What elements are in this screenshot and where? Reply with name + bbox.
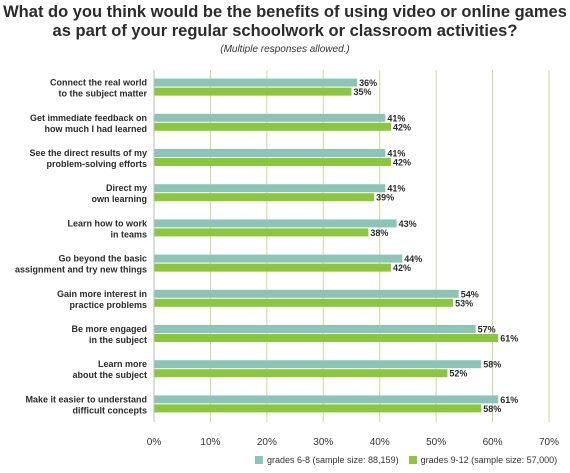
data-label: 52% (449, 369, 467, 379)
bar (154, 184, 386, 193)
data-label: 57% (478, 325, 496, 335)
category-label: Be more engaged in the subject (71, 324, 147, 345)
category-label-line: how much I had learned (44, 124, 147, 134)
chart-title: What do you think would be the benefits … (3, 3, 567, 40)
bar (154, 87, 352, 96)
data-label: 54% (461, 289, 479, 299)
bar (154, 369, 448, 378)
category-label-line: Get immediate feedback on (30, 113, 147, 123)
category-label: Get immediate feedback on how much I had … (30, 113, 147, 134)
category-label: Direct my own learning (91, 183, 147, 204)
legend-label-grades-9-12: grades 9-12 (sample size: 57,000) (420, 455, 558, 465)
data-label: 41% (387, 113, 405, 123)
data-label: 58% (483, 404, 501, 414)
category-label-line: Make it easier to understand (25, 394, 147, 404)
category-label-line: about the subject (72, 370, 147, 380)
category-label: Learn more about the subject (72, 359, 147, 380)
data-label: 61% (500, 334, 518, 344)
legend-label-grades-6-8: grades 6-8 (sample size: 88,159) (267, 455, 399, 465)
bar (154, 325, 476, 333)
x-tick-label: 60% (483, 437, 503, 448)
bar (154, 360, 482, 369)
chart-subtitle: (Multiple responses allowed.) (220, 44, 350, 55)
bar (154, 158, 391, 166)
bar (154, 228, 369, 237)
data-label: 41% (387, 149, 405, 159)
legend-item-grades-6-8: grades 6-8 (sample size: 88,159) (255, 455, 399, 465)
category-label: Connect the real world to the subject mat… (50, 78, 148, 99)
x-tick-label: 50% (426, 437, 446, 448)
bar (154, 193, 375, 202)
data-label: 42% (393, 122, 411, 132)
data-label: 61% (500, 395, 518, 405)
legend-item-grades-9-12: grades 9-12 (sample size: 57,000) (408, 455, 558, 465)
category-label-line: difficult concepts (72, 405, 147, 415)
x-tick-label: 20% (257, 437, 277, 448)
category-label-line: Connect the real world (50, 78, 147, 88)
bar (154, 149, 386, 157)
data-label: 42% (393, 263, 411, 273)
data-label: 42% (393, 158, 411, 168)
category-label-line: own learning (91, 194, 147, 204)
category-label: Learn how to work in teams (67, 218, 148, 239)
bar (154, 263, 391, 272)
category-label-line: Go beyond the basic (58, 254, 147, 264)
data-label: 41% (387, 184, 405, 194)
data-label: 44% (404, 254, 422, 264)
category-label-line: Direct my (106, 183, 147, 193)
category-label: Gain more interest in practice problems (57, 289, 147, 310)
category-label-line: Gain more interest in (57, 289, 147, 299)
bar (154, 298, 454, 307)
bar (154, 78, 358, 87)
category-label-line: See the direct results of my (29, 148, 147, 158)
category-label: See the direct results of my problem-solv… (29, 148, 147, 169)
legend-swatch-grades-6-8 (255, 456, 263, 464)
data-label: 35% (354, 87, 372, 97)
category-label-line: Learn how to work (67, 218, 148, 228)
x-tick-label: 70% (539, 437, 559, 448)
bar (154, 395, 499, 404)
category-label-line: to the subject matter (58, 89, 147, 99)
data-label: 38% (370, 228, 388, 238)
category-label-line: in teams (110, 229, 147, 239)
bar (154, 289, 459, 298)
data-label: 36% (359, 78, 377, 88)
bar (154, 404, 482, 413)
category-label-line: practice problems (69, 300, 147, 310)
x-tick-label: 30% (313, 437, 333, 448)
legend-swatch-grades-9-12 (408, 456, 417, 464)
category-label-line: assignment and try new things (15, 265, 147, 275)
bar (154, 334, 499, 342)
data-label: 53% (455, 298, 473, 308)
x-tick-label: 40% (370, 437, 390, 448)
category-label: Go beyond the basic assignment and try ne… (15, 254, 147, 275)
category-label-line: problem-solving efforts (46, 159, 147, 169)
category-label-line: in the subject (89, 335, 147, 345)
category-label-line: Learn more (98, 359, 147, 369)
bar (154, 219, 397, 228)
x-tick-label: 0% (147, 437, 162, 448)
data-label: 39% (376, 193, 394, 203)
x-tick-label: 10% (200, 437, 220, 448)
category-label: Make it easier to understand difficult co… (25, 394, 147, 415)
legend: grades 6-8 (sample size: 88,159) grades … (255, 455, 557, 465)
bar (154, 122, 391, 131)
category-label-line: Be more engaged (71, 324, 147, 334)
data-label: 58% (483, 360, 501, 370)
bar (154, 113, 386, 122)
data-label: 43% (399, 219, 417, 229)
bar (154, 254, 403, 263)
